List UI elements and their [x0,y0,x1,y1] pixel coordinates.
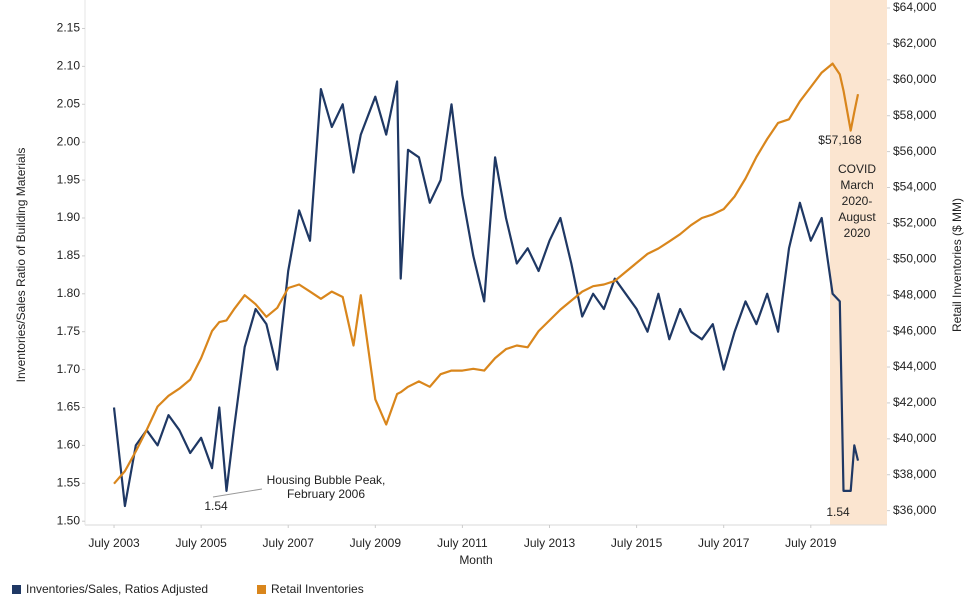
y-tick-label: 1.65 [57,400,81,414]
y-tick-label: 2.00 [57,134,81,148]
x-tick-label: July 2017 [698,536,750,550]
series-line [112,80,860,508]
y-tick-label: 1.90 [57,210,81,224]
y-tick-label: 1.95 [57,172,81,186]
annotation: Housing Bubble Peak, [267,473,386,487]
covid-band [830,0,887,525]
annotation: February 2006 [287,487,365,501]
y2-tick-label: $40,000 [893,431,937,445]
x-tick-label: July 2009 [350,536,402,550]
y2-tick-label: $38,000 [893,467,937,481]
y2-tick-label: $44,000 [893,359,937,373]
x-tick-label: July 2015 [611,536,663,550]
x-axis-title: Month [459,553,492,567]
x-tick-label: July 2011 [437,536,488,550]
x-tick-label: July 2005 [175,536,227,550]
annotation: 2020 [844,226,871,240]
annotation: August [838,210,876,224]
y2-axis-title: Retail Inventories ($ MM) [950,198,964,332]
y2-tick-label: $60,000 [893,72,937,86]
x-tick-label: July 2003 [88,536,140,550]
annotation: $57,168 [818,133,862,147]
y2-tick-label: $58,000 [893,108,937,122]
annotation: 1.54 [204,499,228,513]
y2-tick-label: $36,000 [893,503,937,517]
y2-tick-label: $64,000 [893,0,937,14]
legend-label: Retail Inventories [271,582,364,596]
legend-swatch [12,585,21,594]
y-tick-label: 1.55 [57,475,81,489]
y-tick-label: 2.05 [57,96,81,110]
series-line [113,62,860,485]
y2-tick-label: $54,000 [893,180,937,194]
y-tick-label: 1.70 [57,362,81,376]
y-tick-label: 1.60 [57,438,81,452]
y2-tick-label: $48,000 [893,287,937,301]
y-axis-title: Inventories/Sales Ratio of Building Mate… [14,148,28,383]
x-tick-label: July 2007 [263,536,315,550]
y-tick-label: 2.15 [57,21,81,35]
annotation: March [840,178,873,192]
y-tick-label: 1.80 [57,286,81,300]
y2-tick-label: $50,000 [893,251,937,265]
y-tick-label: 1.75 [57,324,81,338]
y2-tick-label: $42,000 [893,395,937,409]
x-tick-label: July 2013 [524,536,576,550]
y-tick-label: 1.50 [57,513,81,527]
annotation: 1.54 [826,505,850,519]
x-tick-label: July 2019 [785,536,837,550]
y2-tick-label: $46,000 [893,323,937,337]
y2-tick-label: $52,000 [893,216,937,230]
annotation-connector [212,488,263,498]
y2-tick-label: $56,000 [893,144,937,158]
y2-tick-label: $62,000 [893,36,937,50]
annotation: COVID [838,162,876,176]
y-tick-label: 1.85 [57,248,81,262]
legend-label: Inventories/Sales, Ratios Adjusted [26,582,208,596]
legend-swatch [257,585,266,594]
annotation: 2020- [842,194,873,208]
y-tick-label: 2.10 [57,59,81,73]
